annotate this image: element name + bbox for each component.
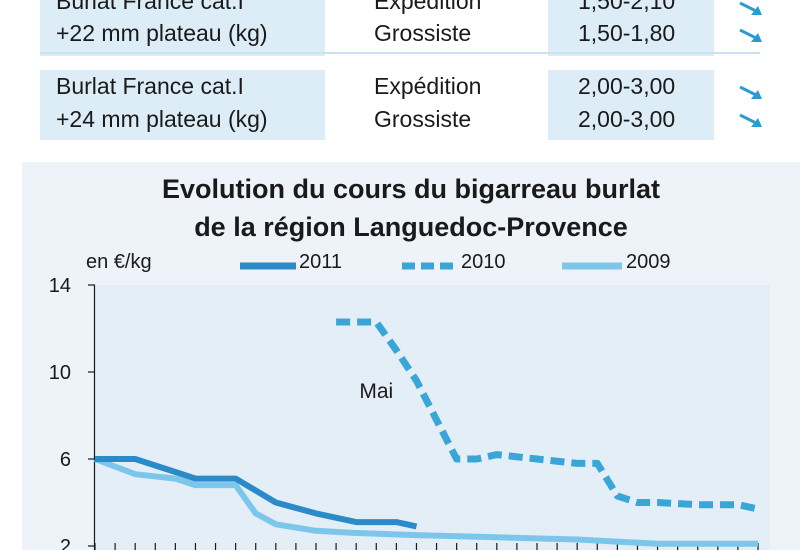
market-label: Expédition (374, 73, 482, 99)
legend-label: 2011 (299, 251, 343, 273)
legend-item-2010: 2010 (400, 251, 520, 281)
month-annotation: Mai (359, 380, 393, 403)
price-cell (548, 70, 714, 140)
legend-swatch-2009 (562, 262, 622, 270)
legend-swatch-2011 (240, 262, 296, 270)
table-row (40, 0, 800, 56)
price-cell (548, 0, 714, 56)
trend-down-arrow-icon (739, 28, 762, 42)
table-row (40, 70, 800, 140)
trend-down-arrow-icon (739, 113, 762, 127)
price-table (40, 0, 800, 140)
price-range: 2,00-3,00 (578, 106, 676, 132)
y-axis-unit-label: en €/kg (86, 251, 152, 273)
product-cell (40, 0, 325, 56)
product-cell (40, 70, 325, 140)
y-tick-label: 6 (60, 449, 71, 471)
chart-title: Evolution du cours du bigarreau burlat (161, 174, 661, 204)
chart-subtitle: de la région Languedoc-Provence (194, 212, 628, 242)
market-label: Expédition (374, 0, 482, 14)
product-name: Burlat France cat.I (56, 0, 244, 14)
legend-item-2009: 2009 (560, 251, 690, 281)
legend-swatch-2010 (402, 262, 458, 270)
y-tick-label: 14 (49, 275, 71, 297)
trend-down-arrow-icon (739, 85, 762, 99)
price-range: 1,50-2,10 (578, 0, 676, 14)
legend-label: 2010 (461, 251, 506, 273)
series-line-2011 (95, 456, 418, 530)
product-name: Burlat France cat.I (56, 73, 244, 99)
row-divider (40, 52, 760, 54)
y-tick-label: 10 (49, 362, 71, 384)
market-label: Grossiste (374, 106, 472, 132)
legend-label: 2009 (626, 251, 671, 273)
price-range: 2,00-3,00 (578, 73, 676, 99)
legend-item-2011: 2011 (238, 251, 358, 281)
price-range: 1,50-1,80 (578, 20, 676, 46)
product-spec: +22 mm plateau (kg) (56, 20, 268, 46)
y-tick-label: 2 (60, 536, 71, 550)
product-spec: +24 mm plateau (kg) (56, 106, 268, 132)
trend-down-arrow-icon (739, 1, 762, 15)
market-label: Grossiste (374, 20, 472, 46)
